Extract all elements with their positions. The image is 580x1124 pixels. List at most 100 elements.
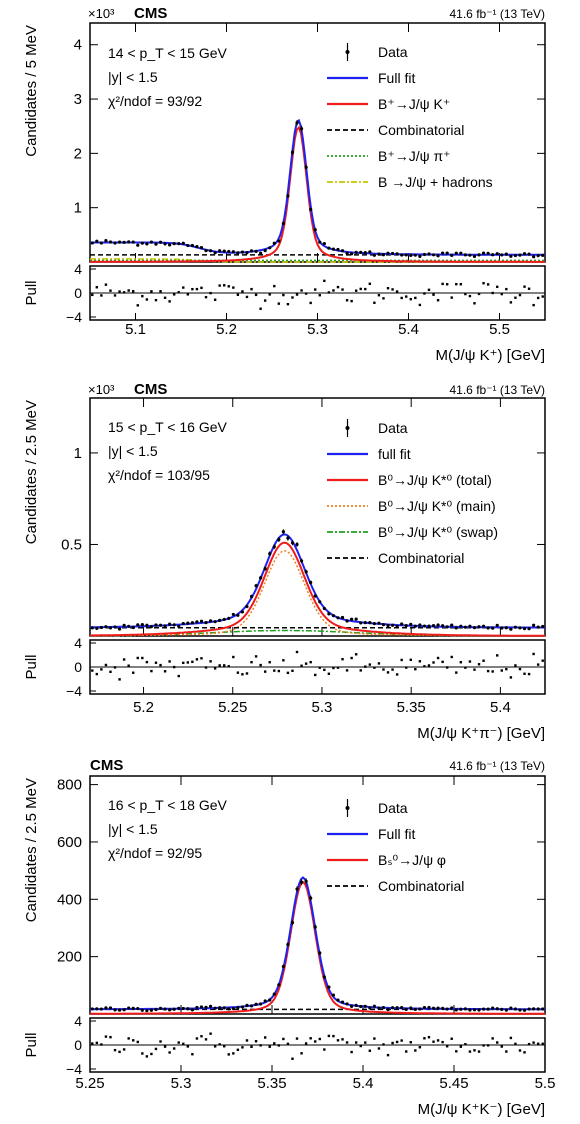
data-point bbox=[131, 240, 135, 244]
data-point bbox=[431, 624, 436, 628]
data-point bbox=[532, 255, 536, 259]
pull-point bbox=[245, 672, 249, 675]
pull-point bbox=[227, 1053, 230, 1056]
pull-point bbox=[368, 1049, 372, 1052]
pull-point bbox=[127, 664, 130, 667]
data-point bbox=[541, 624, 545, 629]
data-point bbox=[95, 1007, 99, 1011]
pull-point bbox=[382, 668, 385, 671]
data-point bbox=[236, 1006, 240, 1010]
data-point bbox=[500, 1007, 504, 1011]
data-point bbox=[272, 992, 276, 996]
pull-point bbox=[259, 663, 262, 667]
pull-point bbox=[95, 286, 99, 289]
data-point bbox=[368, 1006, 372, 1010]
x-tick-label: 5.3 bbox=[307, 321, 328, 338]
data-point bbox=[359, 250, 363, 254]
data-point bbox=[418, 623, 422, 627]
pull-point bbox=[405, 295, 408, 298]
pull-point bbox=[132, 671, 135, 674]
pull-point bbox=[295, 293, 299, 296]
data-point bbox=[463, 1007, 467, 1011]
pull-point bbox=[223, 284, 226, 287]
y-tick-label: 400 bbox=[57, 891, 82, 908]
data-point bbox=[431, 1006, 436, 1010]
pull-point bbox=[450, 296, 453, 299]
pull-point bbox=[163, 296, 167, 299]
data-point bbox=[486, 626, 490, 630]
legend-label-4: B⁰→J/ψ K*⁰ (main) bbox=[378, 498, 496, 514]
data-point bbox=[154, 623, 158, 627]
pull-point bbox=[482, 1044, 485, 1047]
pull-point bbox=[386, 1053, 390, 1057]
pull-point bbox=[195, 287, 199, 291]
pull-point bbox=[177, 1041, 180, 1044]
data-point bbox=[290, 921, 295, 925]
pull-point bbox=[477, 1050, 481, 1053]
pull-point bbox=[323, 1048, 326, 1051]
pull-point bbox=[364, 287, 367, 291]
data-point bbox=[259, 251, 263, 255]
pull-point bbox=[486, 669, 490, 673]
pull-point bbox=[209, 660, 212, 663]
pull-point bbox=[468, 660, 472, 663]
pull-point bbox=[236, 1048, 240, 1052]
pull-point bbox=[368, 663, 372, 666]
pull-point bbox=[409, 297, 412, 301]
data-point bbox=[504, 1008, 508, 1012]
pull-point bbox=[200, 1035, 203, 1038]
pull-point bbox=[295, 650, 299, 654]
pull-point bbox=[541, 659, 544, 662]
pull-point bbox=[364, 1041, 367, 1044]
pull-point bbox=[514, 296, 517, 299]
pull-point bbox=[314, 1040, 317, 1043]
data-point bbox=[331, 993, 336, 997]
data-point bbox=[286, 536, 290, 540]
pull-point bbox=[395, 290, 399, 293]
data-point bbox=[518, 626, 522, 630]
luminosity-label: 41.6 fb⁻¹ (13 TeV) bbox=[450, 759, 546, 773]
data-point bbox=[436, 623, 440, 627]
data-point bbox=[95, 239, 99, 243]
data-point bbox=[400, 1005, 404, 1010]
data-point bbox=[154, 1007, 158, 1012]
data-point bbox=[136, 623, 140, 627]
data-point bbox=[359, 621, 363, 625]
pull-point bbox=[395, 1040, 399, 1044]
pull-point bbox=[332, 1034, 335, 1038]
pull-tick-label: −4 bbox=[66, 309, 82, 325]
data-point bbox=[532, 623, 536, 627]
exponent-multiplier: ×10³ bbox=[88, 382, 115, 397]
data-point bbox=[509, 627, 513, 631]
data-point bbox=[95, 626, 99, 630]
x-axis-label: M(J/ψ K⁺π⁻) [GeV] bbox=[417, 725, 545, 742]
data-point bbox=[500, 626, 504, 630]
experiment-label: CMS bbox=[134, 5, 167, 22]
pull-point bbox=[132, 1039, 135, 1042]
data-point bbox=[427, 252, 431, 256]
pull-point bbox=[314, 673, 317, 677]
pull-point bbox=[327, 672, 331, 675]
data-point bbox=[254, 584, 258, 588]
pull-point bbox=[341, 1038, 344, 1041]
data-point bbox=[354, 250, 358, 254]
pull-point bbox=[241, 673, 244, 676]
kinematic-label: |y| < 1.5 bbox=[108, 821, 158, 837]
pull-point bbox=[373, 1037, 376, 1040]
pull-axis-label: Pull bbox=[23, 280, 40, 305]
data-point bbox=[327, 985, 331, 989]
signal-curve bbox=[89, 541, 545, 637]
data-point bbox=[204, 620, 208, 625]
legend-label-6: Combinatorial bbox=[378, 550, 464, 566]
data-point bbox=[249, 1004, 254, 1008]
pull-point bbox=[509, 301, 513, 304]
pull-point bbox=[427, 1035, 431, 1039]
data-point bbox=[190, 621, 194, 625]
y-axis-label: Candidates / 2.5 MeV bbox=[23, 400, 40, 544]
y-tick-label: 200 bbox=[57, 949, 82, 966]
data-point bbox=[468, 1008, 472, 1012]
data-point bbox=[390, 251, 395, 256]
pull-point bbox=[259, 307, 262, 310]
pull-point bbox=[455, 1050, 458, 1053]
data-point bbox=[495, 1007, 499, 1011]
